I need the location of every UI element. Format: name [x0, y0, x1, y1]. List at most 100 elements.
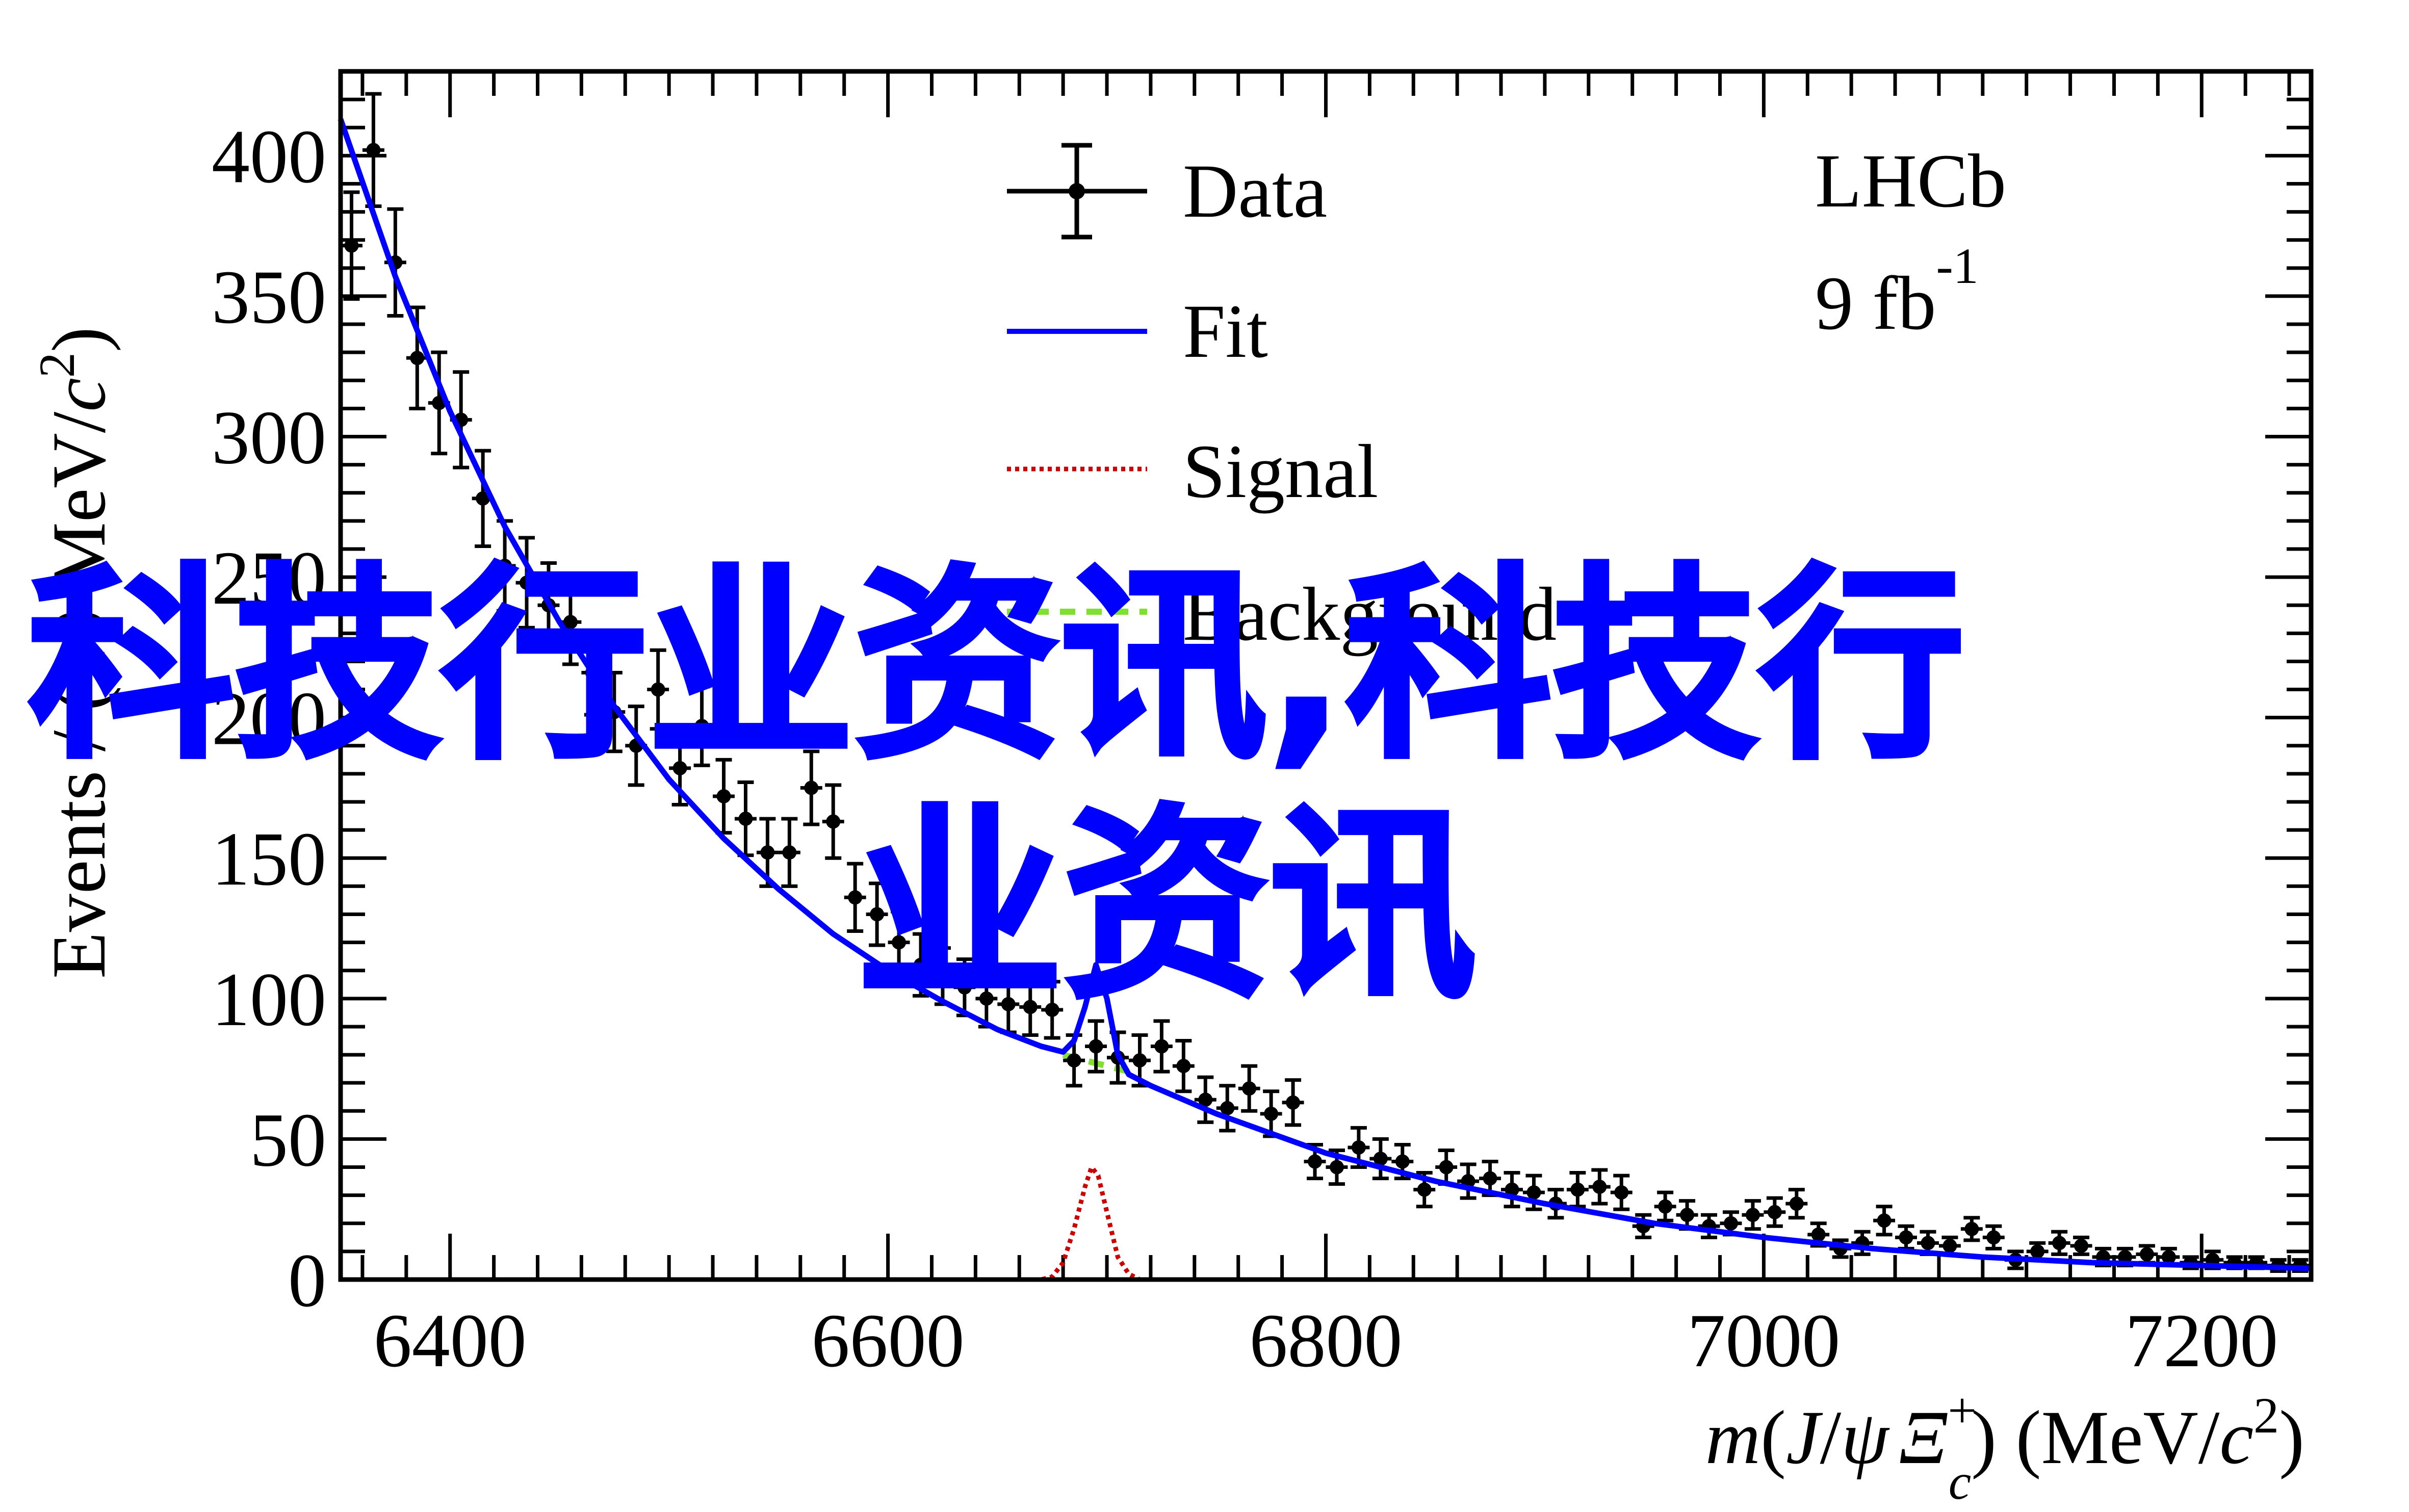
data-marker	[1614, 1185, 1629, 1200]
data-marker	[1658, 1199, 1673, 1214]
data-marker	[870, 907, 885, 922]
data-point	[1413, 1171, 1436, 1209]
data-marker	[914, 957, 928, 972]
data-marker	[344, 238, 359, 253]
data-marker	[1680, 1208, 1695, 1222]
data-point	[1742, 1199, 1764, 1231]
data-marker	[1899, 1230, 1913, 1245]
y-axis-title: Events / (10 MeV/c2)	[29, 327, 121, 979]
data-marker	[848, 890, 863, 905]
data-point	[1129, 1033, 1151, 1088]
data-marker	[738, 812, 753, 826]
data-marker	[366, 143, 381, 158]
data-marker	[1329, 1160, 1344, 1175]
data-marker	[1439, 1160, 1454, 1175]
data-marker	[1176, 1059, 1191, 1074]
data-marker	[1942, 1238, 1957, 1253]
data-point	[713, 758, 735, 835]
y-tick-label: 50	[250, 1098, 326, 1182]
data-marker	[1526, 1185, 1541, 1200]
signal-curve	[341, 1162, 2311, 1282]
data-point	[1019, 977, 1042, 1037]
x-axis-title: m(J/ψ Ξ+ c) (MeV/c2)	[1705, 1382, 2304, 1510]
data-point	[1172, 1039, 1195, 1093]
data-marker	[1351, 1140, 1366, 1155]
data-point	[691, 685, 713, 767]
x-tick-label: 6800	[1250, 1298, 1403, 1383]
y-tick-label: 400	[212, 114, 326, 199]
data-point	[866, 881, 888, 947]
data-point	[1610, 1174, 1633, 1211]
legend-entry-data: Data	[1007, 143, 1327, 240]
x-tick-label: 7000	[1687, 1298, 1840, 1383]
data-marker	[760, 845, 775, 860]
y-tick-label: 100	[212, 957, 326, 1042]
x-tick-label: 6400	[374, 1298, 527, 1383]
plot-frame	[338, 69, 2314, 1282]
data-point	[778, 817, 800, 888]
fit-curve	[338, 118, 2312, 1271]
luminosity-label: 9 fb-1	[1815, 238, 1979, 346]
data-point	[1369, 1137, 1392, 1181]
data-point	[1764, 1196, 1786, 1228]
data-point	[1829, 1238, 1852, 1259]
data-point	[844, 862, 866, 933]
data-point	[1391, 1142, 1414, 1181]
data-point	[1282, 1078, 1304, 1127]
data-point	[559, 578, 582, 666]
data-marker	[1242, 1081, 1257, 1096]
data-marker	[935, 969, 950, 983]
axis-ticks	[341, 69, 2311, 1282]
data-marker	[2139, 1247, 2154, 1262]
data-marker	[2030, 1244, 2045, 1259]
data-point	[756, 817, 779, 888]
data-point	[910, 932, 932, 998]
data-marker	[1592, 1180, 1607, 1194]
data-marker	[410, 351, 425, 366]
legend-entry-signal: Signal	[1007, 429, 1378, 514]
y-tick-label: 300	[212, 396, 326, 480]
data-point	[341, 190, 362, 301]
data-marker	[1308, 1154, 1323, 1169]
legend: Data Fit Signal Background	[1007, 143, 1557, 657]
data-marker	[1505, 1182, 1519, 1197]
data-point	[1304, 1142, 1326, 1181]
data-marker	[1723, 1216, 1738, 1231]
data-marker	[672, 761, 687, 775]
data-marker	[1767, 1205, 1782, 1219]
data-marker	[1964, 1221, 1979, 1236]
data-marker	[1395, 1154, 1410, 1169]
legend-entry-fit: Fit	[1007, 289, 1268, 374]
data-point	[1260, 1089, 1282, 1138]
data-marker	[979, 991, 994, 1006]
data-marker	[892, 935, 906, 950]
data-point	[822, 783, 844, 860]
data-marker	[804, 780, 819, 795]
data-marker	[2161, 1249, 2176, 1264]
data-marker	[1154, 1039, 1169, 1054]
legend-entry-background: Background	[1007, 572, 1557, 657]
data-point	[1150, 1019, 1173, 1074]
data-marker	[2052, 1236, 2067, 1250]
data-marker	[651, 682, 665, 697]
data-marker	[826, 814, 841, 829]
data-point	[362, 92, 384, 208]
data-point	[1566, 1171, 1589, 1209]
data-marker	[1986, 1230, 2001, 1245]
data-marker	[563, 615, 578, 630]
data-marker	[1373, 1152, 1388, 1166]
y-tick-label: 0	[288, 1238, 326, 1323]
data-marker	[498, 559, 512, 573]
data-marker	[520, 576, 534, 590]
legend-label-signal: Signal	[1183, 429, 1378, 514]
data-point	[1654, 1190, 1676, 1222]
data-marker	[1001, 997, 1016, 1011]
data-marker	[782, 845, 797, 860]
data-marker	[1483, 1171, 1497, 1186]
data-point	[1085, 1019, 1107, 1074]
data-point	[1238, 1064, 1260, 1113]
data-marker	[1089, 1039, 1103, 1054]
data-marker	[694, 719, 709, 734]
data-marker	[957, 980, 972, 995]
